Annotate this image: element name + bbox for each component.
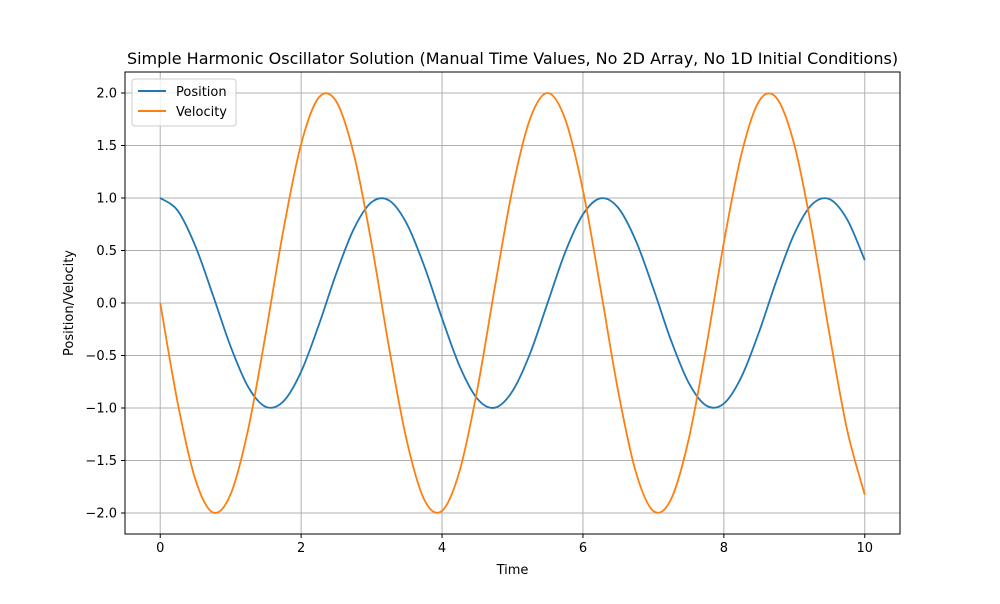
y-tick-label: 0.0 bbox=[96, 297, 117, 312]
y-tick-label: 0.5 bbox=[96, 244, 117, 259]
y-tick-label: −2.0 bbox=[85, 507, 117, 522]
y-tick-label: −0.5 bbox=[85, 349, 117, 364]
y-tick-label: −1.5 bbox=[85, 454, 117, 469]
x-tick-label: 0 bbox=[156, 541, 164, 556]
x-tick-label: 4 bbox=[438, 541, 446, 556]
x-tick-label: 6 bbox=[579, 541, 587, 556]
y-axis-label: Position/Velocity bbox=[62, 250, 77, 356]
y-tick-label: 1.0 bbox=[96, 192, 117, 207]
grid-layer bbox=[125, 72, 900, 534]
x-tick-label: 10 bbox=[856, 541, 873, 556]
y-tick-label: 2.0 bbox=[96, 87, 117, 102]
series-line-velocity bbox=[159, 92, 866, 514]
x-axis-label: Time bbox=[496, 563, 529, 578]
series-layer bbox=[159, 92, 866, 514]
legend-label-velocity: Velocity bbox=[176, 105, 227, 120]
legend: Position Velocity bbox=[131, 78, 237, 127]
y-tick-label: 1.5 bbox=[96, 139, 117, 154]
tick-layer: 0 2 4 6 8 10 −2.0 −1.5 −1.0 −0.5 0.0 0.5 1.0 1.5 2.0 bbox=[85, 87, 873, 557]
series-line-position bbox=[159, 197, 866, 409]
legend-label-position: Position bbox=[176, 85, 227, 100]
chart-title: Simple Harmonic Oscillator Solution (Man… bbox=[127, 49, 898, 68]
x-tick-label: 8 bbox=[720, 541, 728, 556]
x-tick-label: 2 bbox=[297, 541, 305, 556]
y-tick-label: −1.0 bbox=[85, 402, 117, 417]
